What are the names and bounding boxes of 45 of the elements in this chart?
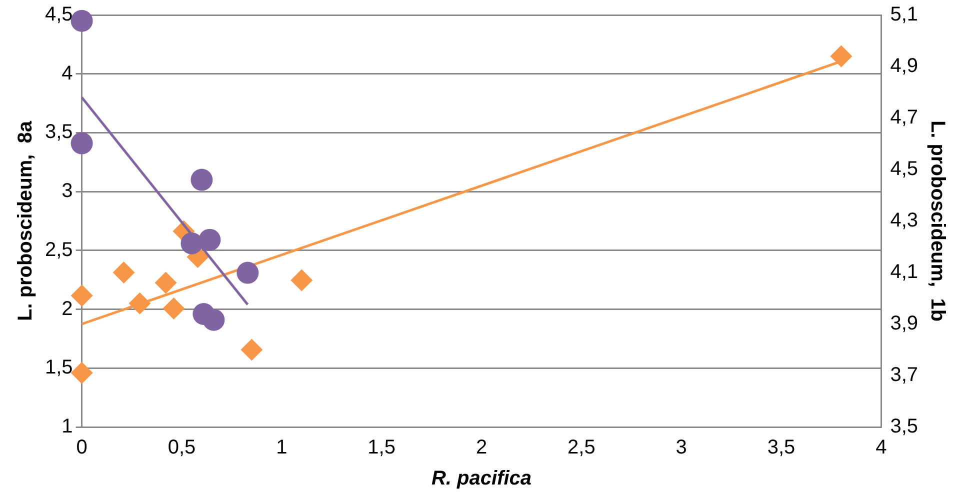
point — [70, 10, 93, 32]
point — [70, 284, 93, 307]
y2-tick-label: 3,9 — [890, 312, 918, 335]
point — [190, 168, 213, 191]
point — [202, 308, 225, 331]
y-tick-label: 1,5 — [44, 356, 73, 379]
y2-tick-label: 4,1 — [890, 261, 918, 284]
y-tick-label: 2 — [62, 298, 73, 320]
point — [236, 262, 259, 284]
point — [70, 132, 93, 154]
x-tick-label: 0,5 — [168, 436, 196, 459]
x-tick-label: 0 — [76, 436, 88, 459]
point — [128, 292, 151, 314]
point — [162, 298, 185, 320]
x-tick-label: 3 — [676, 436, 687, 459]
y-tick-label: 4,5 — [44, 4, 73, 26]
point — [240, 338, 263, 361]
y-tick-label: 4 — [62, 62, 73, 84]
y2-tick-label: 5,1 — [890, 4, 918, 26]
y2-tick-label: 4,3 — [890, 210, 918, 232]
y2-tick-label: 4,5 — [890, 158, 918, 180]
y-axis-title: L. proboscideum, 8a — [14, 120, 37, 322]
y2-tick-label: 4,9 — [890, 55, 918, 78]
x-tick-label: 3,5 — [767, 436, 796, 459]
point — [180, 232, 203, 254]
point — [830, 45, 852, 68]
y2-tick-label: 3,5 — [890, 416, 918, 438]
point — [154, 272, 177, 294]
point — [290, 269, 313, 292]
x-axis-title: R. pacifica — [431, 468, 532, 490]
point — [70, 362, 93, 384]
y-tick-label: 1 — [62, 416, 73, 438]
y-tick-label: 3 — [62, 180, 73, 202]
y2-tick-label: 3,7 — [890, 364, 918, 386]
point — [112, 262, 135, 284]
x-tick-label: 1 — [276, 436, 288, 459]
y-tick-label: 2,5 — [44, 238, 73, 261]
y2-tick-label: 4,7 — [890, 106, 918, 129]
x-tick-label: 4 — [876, 436, 887, 459]
y2-axis-title: L. proboscideum, 1b — [926, 120, 948, 322]
x-tick-label: 2,5 — [568, 436, 596, 459]
x-tick-label: 1,5 — [368, 436, 396, 459]
y-tick-label: 3,5 — [44, 121, 73, 144]
x-tick-label: 2 — [476, 436, 488, 459]
point — [198, 228, 221, 251]
